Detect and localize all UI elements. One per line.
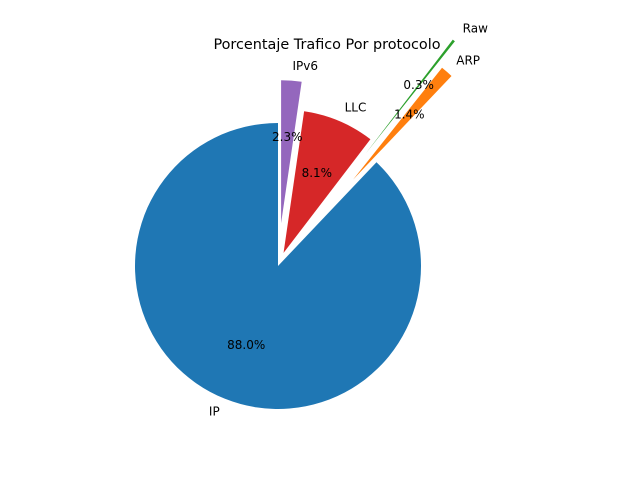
pie-labels: IP 88.0% ARP 1.4% Raw 0.3% LLC 8.1% IPv6 2.3%: [209, 22, 488, 419]
pct-label-arp: 1.4%: [394, 107, 425, 121]
slice-label-arp: ARP: [456, 53, 480, 67]
chart-title: Porcentaje Trafico Por protocolo: [213, 37, 440, 53]
pct-label-raw: 0.3%: [403, 78, 434, 92]
pie-slice-raw: [365, 39, 455, 154]
pct-label-ipv6: 2.3%: [272, 130, 303, 144]
pie-slices: [135, 39, 455, 409]
pct-label-ip: 88.0%: [227, 338, 265, 352]
slice-label-llc: LLC: [345, 100, 367, 114]
pct-label-llc: 8.1%: [302, 166, 333, 180]
pie-slice-ipv6: [281, 80, 302, 224]
slice-label-ip: IP: [209, 405, 220, 419]
pie-slice-arp: [353, 67, 452, 180]
pie-slice-llc: [283, 111, 371, 253]
slice-label-raw: Raw: [463, 22, 488, 36]
pie-slice-ip: [135, 123, 422, 409]
slice-label-ipv6: IPv6: [292, 59, 318, 73]
